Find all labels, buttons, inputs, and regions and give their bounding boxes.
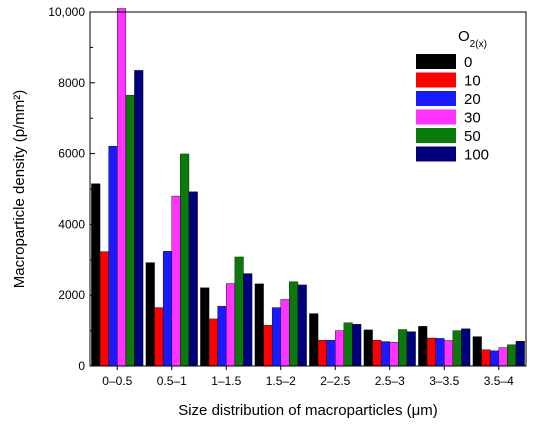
- bar-10-7: [481, 349, 491, 367]
- bar-30-6: [444, 340, 454, 367]
- bar-10-5: [372, 339, 382, 367]
- legend-label-10: 10: [464, 73, 481, 90]
- y-tick-label: 10,000: [48, 5, 85, 19]
- y-tick-label: 0: [78, 359, 85, 373]
- bar-100-0: [134, 70, 144, 367]
- bar-0-5: [363, 329, 373, 367]
- bar-50-5: [398, 329, 408, 367]
- legend-title-sub: 2(x): [470, 39, 487, 50]
- bar-10-1: [154, 307, 164, 367]
- legend-swatch-10: [416, 72, 456, 88]
- legend-swatch-30: [416, 109, 456, 125]
- bar-30-1: [171, 195, 181, 367]
- bar-50-3: [289, 281, 299, 367]
- legend-title-main: O: [458, 28, 470, 45]
- bar-20-1: [162, 251, 172, 367]
- bar-100-1: [188, 191, 198, 367]
- x-tick-label: 3.5–4: [484, 374, 514, 388]
- bar-20-4: [326, 339, 336, 367]
- legend-swatch-50: [416, 128, 456, 143]
- bars-layer: [91, 8, 525, 367]
- bar-20-6: [435, 338, 445, 367]
- y-tick-label: 2000: [58, 288, 85, 302]
- bar-0-7: [472, 336, 482, 367]
- bar-50-0: [125, 94, 135, 367]
- x-tick-label: 2–2.5: [320, 374, 350, 388]
- legend-label-0: 0: [464, 54, 472, 71]
- y-tick-label: 8000: [58, 76, 85, 90]
- y-tick-label: 6000: [58, 147, 85, 161]
- bar-0-2: [200, 287, 210, 367]
- bar-10-2: [208, 318, 218, 367]
- legend-label-50: 50: [464, 128, 481, 145]
- x-tick-label: 1–1.5: [211, 374, 241, 388]
- bar-30-4: [335, 330, 345, 367]
- bar-100-7: [515, 341, 525, 367]
- bar-100-6: [461, 328, 471, 367]
- bar-0-6: [418, 326, 428, 367]
- x-axis-title: Size distribution of macroparticles (μm): [178, 402, 438, 419]
- bar-0-1: [145, 262, 155, 367]
- legend-label-30: 30: [464, 110, 481, 127]
- bar-20-0: [108, 145, 118, 367]
- bar-100-5: [406, 331, 416, 367]
- bar-50-1: [180, 153, 190, 367]
- bar-100-2: [243, 273, 253, 367]
- y-axis-title: Macroparticle density (p/mm²): [11, 90, 28, 288]
- bar-10-6: [426, 337, 436, 367]
- bar-20-3: [271, 307, 281, 367]
- bar-10-0: [99, 251, 109, 367]
- y-tick-label: 4000: [58, 217, 85, 231]
- x-tick-label: 2.5–3: [375, 374, 405, 388]
- bar-0-3: [254, 283, 264, 367]
- x-tick-label: 0–0.5: [102, 374, 132, 388]
- x-tick-label: 0.5–1: [157, 374, 187, 388]
- bar-50-7: [507, 344, 517, 367]
- bar-30-2: [226, 283, 236, 367]
- bar-100-3: [297, 284, 307, 367]
- bar-0-0: [91, 183, 101, 367]
- legend-label-100: 100: [464, 147, 489, 164]
- bar-30-0: [117, 8, 127, 367]
- bar-30-7: [498, 347, 508, 367]
- bar-20-5: [380, 341, 390, 367]
- legend-swatch-20: [416, 91, 456, 106]
- x-tick-label: 3–3.5: [429, 374, 459, 388]
- legend-swatch-100: [416, 146, 456, 162]
- axes-layer: 0 2000 4000 6000 8000 10,000 0–0.5 0.5–1 1–1.5 1.…: [48, 5, 514, 388]
- bar-100-4: [352, 324, 362, 367]
- bar-50-2: [234, 256, 244, 367]
- bar-20-7: [489, 350, 499, 367]
- bar-30-3: [280, 299, 290, 367]
- bar-30-5: [389, 342, 399, 367]
- bar-0-4: [309, 313, 319, 367]
- bar-20-2: [217, 305, 227, 367]
- x-tick-label: 1.5–2: [266, 374, 296, 388]
- legend-swatch-0: [416, 54, 456, 69]
- bar-50-4: [343, 322, 353, 367]
- bar-10-4: [317, 339, 327, 367]
- legend-title: O2(x): [458, 28, 487, 50]
- bar-50-6: [452, 330, 462, 367]
- bar-10-3: [263, 325, 273, 367]
- legend-label-20: 20: [464, 91, 481, 108]
